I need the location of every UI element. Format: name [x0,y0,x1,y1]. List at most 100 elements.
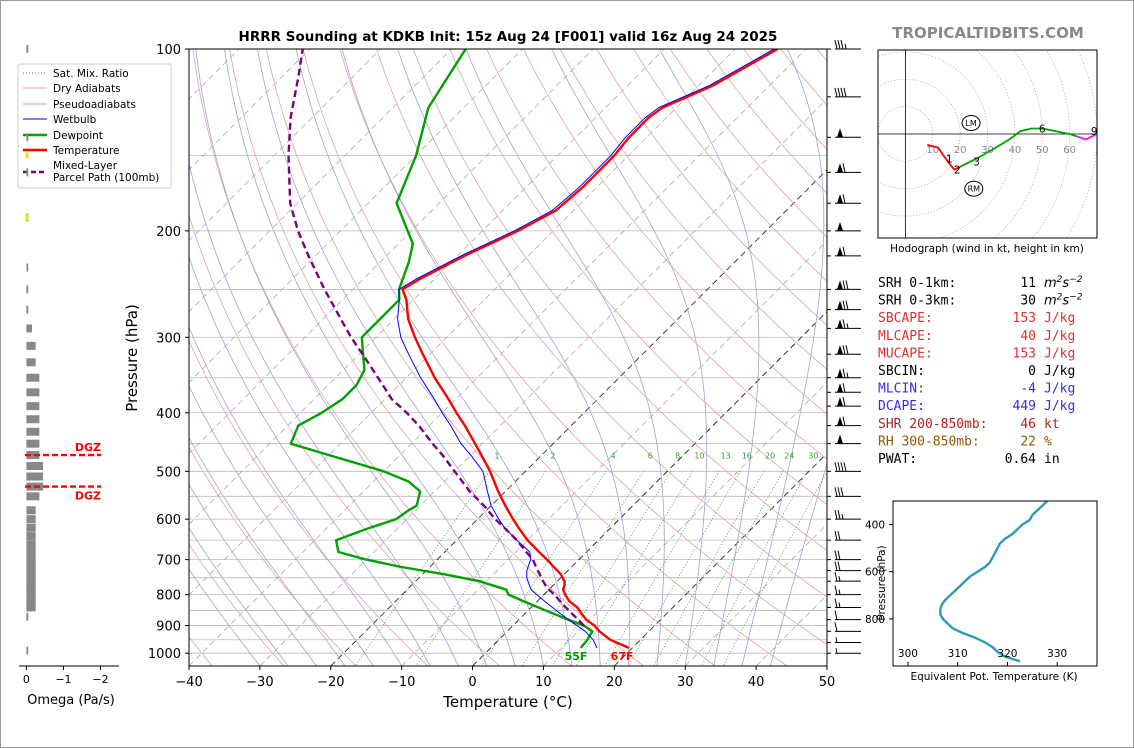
wind-barb-flag [837,194,843,204]
ytick-label: 100 [156,43,181,58]
xtick-label: 10 [535,675,552,690]
wind-barb-half [835,637,838,643]
hodograph-label: Hodograph (wind in kt, height in km) [890,243,1084,255]
wind-barb-long [837,39,841,50]
ytick-label: 200 [156,225,181,240]
wind-barb-long [842,416,846,426]
omega-bar [26,540,36,549]
wind-barb [827,383,861,393]
wind-barb-long [843,462,847,472]
index-value: 0.64 [1005,452,1036,467]
hodo-height-label: 1 [946,154,953,166]
hodo-height-label: 6 [1039,124,1046,136]
index-label: RH 300-850mb: [878,434,980,449]
mixing-ratio-line [604,471,720,666]
wind-barb-long [834,550,838,560]
hodo-ring-label: 10 [926,145,939,156]
index-value: 22 [1020,434,1036,449]
wind-barb-long [837,487,841,497]
pseudoadiabat [189,255,431,666]
omega-bar [26,439,40,448]
index-row: SRH 0-3km: 30 m2s−2 [878,293,1083,309]
index-row: PWAT: 0.64 in [878,452,1060,467]
wind-barb-long [845,300,849,310]
wind-barb-flag [837,416,843,426]
index-value: 0 [1028,364,1036,379]
theta-e-ytick-label: 600 [865,567,885,579]
pseudoadiabat [397,49,630,666]
isotherm-highlight [614,452,827,666]
pseudoadiabat [189,483,317,666]
xtick-label: 30 [677,675,694,690]
omega-panel: 0 −1 −2 DGZ DGZ Omega (Pa/s) [19,45,119,708]
omega-bar [26,603,36,612]
wind-barb [827,368,861,379]
wind-barb [827,572,861,582]
omega-bar [26,584,36,593]
mixing-ratio-line [481,471,607,666]
wind-barb-long [834,39,838,50]
dgz-label: DGZ [75,490,101,503]
dry-adiabat [339,49,827,646]
theta-e-ytick-label: 800 [865,614,885,626]
mixing-ratio-line [674,471,784,666]
hodo-lm: LM [961,115,981,132]
mixing-ratio-label: 36 [828,452,838,461]
omega-bar [26,597,36,606]
wind-barb-long [834,585,838,595]
index-row: MLCIN: -4 J/kg [878,382,1075,397]
pseudoadiabat [341,49,601,666]
wind-barb-long [840,487,844,497]
hodo-ring-label: 40 [1009,145,1022,156]
theta-e-panel: 400 600 800 300 310 320 330 Equivalent Pot. Te… [865,500,1098,683]
hodograph-frame [877,49,1098,239]
wind-barb-flag [837,163,843,173]
hodo-segment [927,144,961,171]
legend-dry: Dry Adiabats [53,83,121,95]
dry-adiabat [189,446,357,666]
omega-bar [26,492,40,501]
wind-barb [827,585,861,596]
wind-barb [827,39,861,50]
hodo-segment [1113,131,1133,145]
theta-e-xlabel: Equivalent Pot. Temperature (K) [910,671,1077,683]
mixing-ratio-line [415,471,547,666]
omega-bar [26,373,40,382]
pseudoadiabat [659,49,760,666]
wind-barb-long [842,345,846,355]
isotherm [401,240,827,666]
wind-barb-long [840,39,844,50]
wind-barb [827,510,861,520]
omega-bar [26,168,29,177]
omega-bar [26,555,36,564]
pseudoadiabat [189,385,374,666]
wind-barb-half [838,576,841,582]
hodo-rm-marker [964,180,984,197]
hodo-segment [1077,133,1097,141]
legend-parcel-line: Mixed-Layer [53,160,118,172]
omega-bar [26,451,40,460]
wind-barb-half [838,589,841,595]
index-unit: J/kg [1044,311,1075,326]
index-unit: m2s−2 [1044,275,1083,291]
omega-bar [26,590,36,599]
wind-barb-long [842,383,846,393]
legend-dewpoint: Dewpoint [53,130,103,142]
wind-barb-flag [837,383,843,393]
index-unit-m: m [1044,294,1057,309]
dry-adiabat [1111,49,1133,666]
wind-barb [827,637,861,643]
omega-bar [26,506,36,515]
index-unit-exp2: −2 [1069,293,1083,303]
xtick-label: −20 [317,675,344,690]
wind-barb-half [846,372,849,378]
pseudoadiabat [741,49,825,666]
index-value: -4 [1020,382,1036,397]
index-unit-exp1: 2 [1057,275,1063,285]
wind-barb-long [842,319,846,329]
index-value: 46 [1020,417,1036,432]
series-mixed-layer [287,49,585,627]
dry-adiabat [189,214,500,666]
